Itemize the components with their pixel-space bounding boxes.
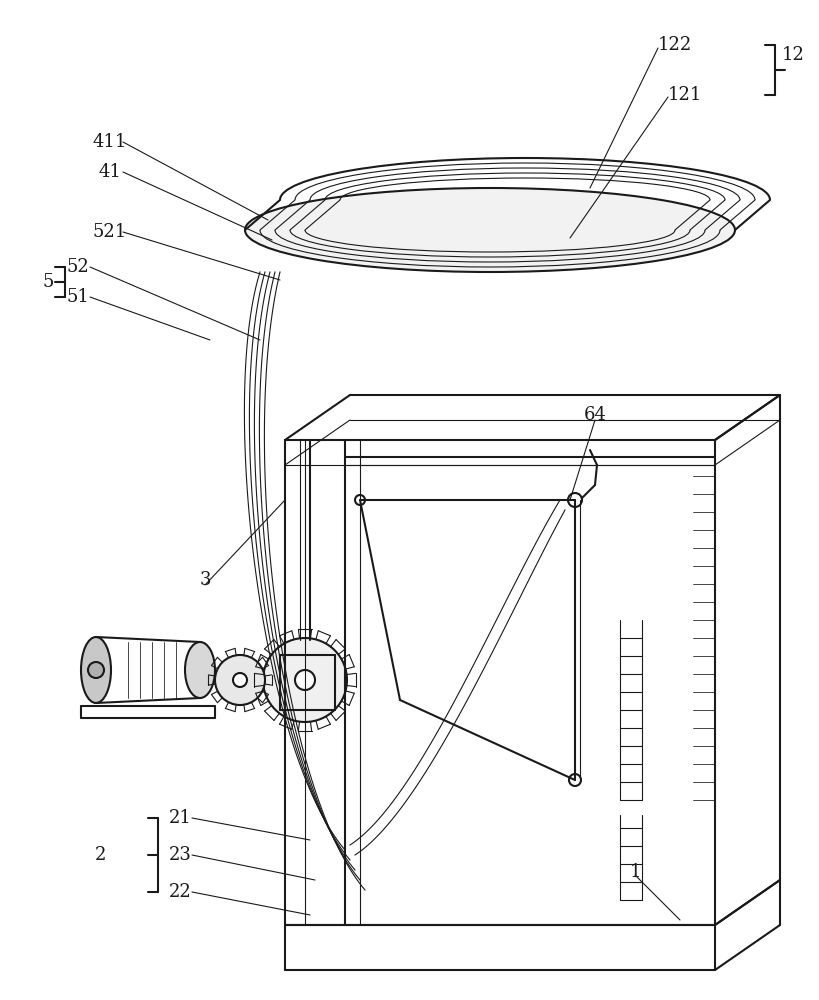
- Circle shape: [263, 638, 347, 722]
- Text: 22: 22: [169, 883, 192, 901]
- Text: 41: 41: [98, 163, 121, 181]
- Text: 3: 3: [199, 571, 210, 589]
- Circle shape: [295, 670, 315, 690]
- Circle shape: [233, 673, 247, 687]
- Ellipse shape: [185, 642, 215, 698]
- Text: 52: 52: [66, 258, 89, 276]
- Text: 121: 121: [667, 86, 702, 104]
- Circle shape: [569, 774, 581, 786]
- Ellipse shape: [88, 662, 104, 678]
- Text: 51: 51: [66, 288, 89, 306]
- Text: 1: 1: [629, 863, 640, 881]
- Text: 64: 64: [584, 406, 606, 424]
- Ellipse shape: [245, 188, 735, 272]
- Text: 122: 122: [658, 36, 692, 54]
- Circle shape: [355, 495, 365, 505]
- Circle shape: [568, 493, 582, 507]
- Text: 12: 12: [781, 46, 804, 64]
- Text: 21: 21: [169, 809, 192, 827]
- Text: 2: 2: [94, 846, 106, 864]
- Ellipse shape: [81, 637, 111, 703]
- Text: 411: 411: [93, 133, 127, 151]
- Circle shape: [215, 655, 265, 705]
- Text: 23: 23: [169, 846, 192, 864]
- Text: 521: 521: [93, 223, 127, 241]
- Text: 5: 5: [43, 273, 54, 291]
